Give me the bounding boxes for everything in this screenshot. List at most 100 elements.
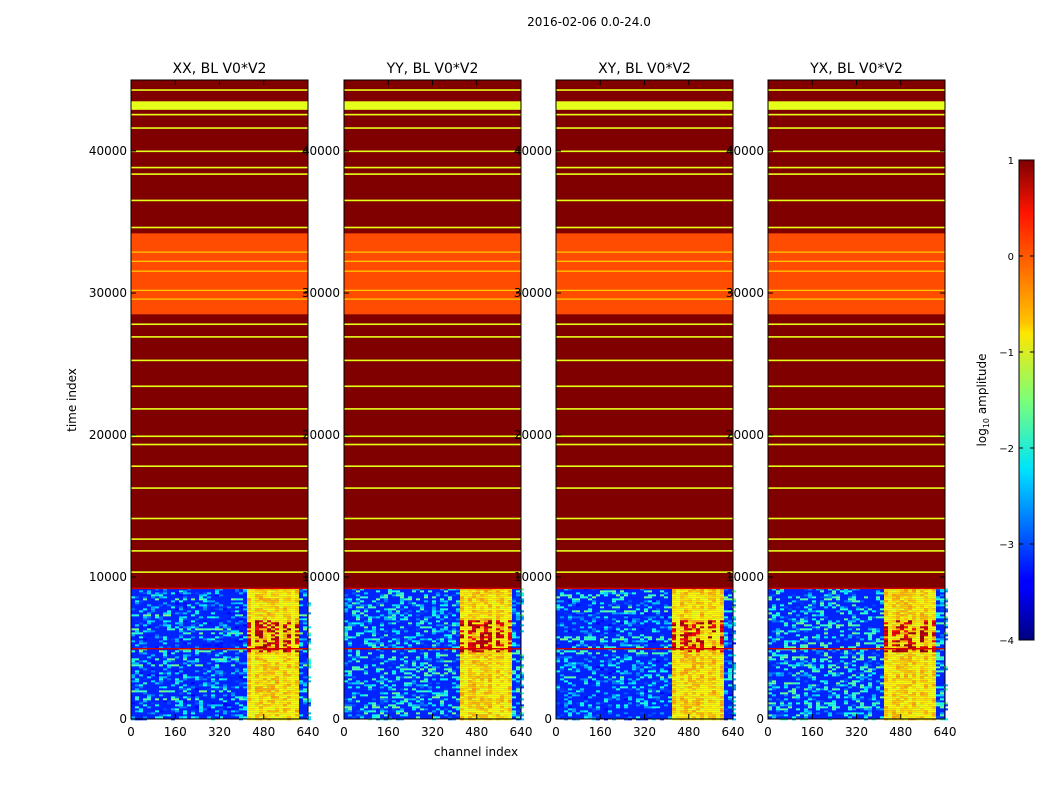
heatmap-cell — [392, 684, 396, 687]
heatmap-cell — [712, 692, 716, 695]
heatmap-cell — [656, 674, 660, 677]
heatmap-cell — [199, 664, 203, 667]
heatmap-cell — [476, 678, 480, 681]
heatmap-cell — [135, 706, 139, 709]
heatmap-cell — [684, 676, 688, 679]
heatmap-cell — [512, 630, 516, 633]
heatmap-cell — [712, 696, 716, 699]
heatmap-cell — [700, 664, 704, 667]
heatmap-cell — [724, 618, 728, 621]
heatmap-cell — [468, 672, 472, 675]
heatmap-cell — [151, 638, 155, 641]
heatmap-cell — [472, 608, 476, 611]
heatmap-cell — [247, 610, 251, 613]
heatmap-cell — [348, 626, 352, 629]
heatmap-cell — [388, 716, 392, 719]
heatmap-cell — [484, 688, 488, 691]
heatmap-cell — [171, 626, 175, 629]
heatmap-cell — [175, 638, 179, 641]
heatmap-cell — [496, 688, 500, 691]
heatmap-cell — [716, 654, 720, 657]
heatmap-cell — [424, 594, 428, 597]
heatmap-cell — [508, 652, 512, 655]
heatmap-cell — [488, 710, 492, 713]
heatmap-cell — [247, 706, 251, 709]
heatmap-cell — [688, 622, 692, 625]
heatmap-cell — [516, 710, 520, 713]
heatmap-cell — [700, 694, 704, 697]
heatmap-cell — [380, 644, 384, 647]
heatmap-cell — [171, 696, 175, 699]
heatmap-cell — [520, 686, 524, 689]
heatmap-cell — [624, 594, 628, 597]
heatmap-cell — [716, 672, 720, 675]
heatmap-cell — [295, 702, 299, 705]
y-tick-label: 30000 — [302, 286, 340, 300]
heatmap-cell — [147, 696, 151, 699]
heatmap-cell — [684, 650, 688, 653]
heatmap-cell — [452, 640, 456, 643]
heatmap-cell — [644, 640, 648, 643]
heatmap-cell — [700, 686, 704, 689]
heatmap-cell — [612, 664, 616, 667]
heatmap-cell — [712, 606, 716, 609]
heatmap-cell — [239, 676, 243, 679]
heatmap-cell — [255, 710, 259, 713]
heatmap-cell — [364, 608, 368, 611]
heatmap-cell — [263, 692, 267, 695]
heatmap-cell — [199, 700, 203, 703]
heatmap-cell — [223, 686, 227, 689]
heatmap-cell — [508, 662, 512, 665]
heatmap-cell — [500, 704, 504, 707]
heatmap-cell — [259, 590, 263, 593]
heatmap-cell — [163, 672, 167, 675]
heatmap-cell — [460, 654, 464, 657]
heatmap-cell — [464, 606, 468, 609]
heatmap-cell — [480, 632, 484, 635]
heatmap-cell — [303, 682, 307, 685]
heatmap-cell — [704, 628, 708, 631]
heatmap-cell — [672, 656, 676, 659]
heatmap-cell — [732, 672, 736, 675]
heatmap-cell — [520, 706, 524, 709]
heatmap-cell — [656, 600, 660, 603]
heatmap-cell — [496, 710, 500, 713]
heatmap-cell — [139, 672, 143, 675]
heatmap-cell — [488, 642, 492, 645]
heatmap-cell — [396, 594, 400, 597]
heatmap-cell — [480, 706, 484, 709]
heatmap-cell — [604, 632, 608, 635]
heatmap-cell — [728, 654, 732, 657]
heatmap-cell — [464, 642, 468, 645]
heatmap-cell — [460, 660, 464, 663]
heatmap-cell — [692, 610, 696, 613]
heatmap-cell — [488, 712, 492, 715]
heatmap-cell — [400, 708, 404, 711]
heatmap-cell — [287, 664, 291, 667]
heatmap-cell — [444, 688, 448, 691]
heatmap-cell — [496, 696, 500, 699]
heatmap-cell — [147, 630, 151, 633]
heatmap-cell — [235, 672, 239, 675]
heatmap-cell — [604, 654, 608, 657]
heatmap-cell — [131, 640, 135, 643]
heatmap-cell — [243, 676, 247, 679]
heatmap-cell — [392, 704, 396, 707]
heatmap-cell — [568, 694, 572, 697]
heatmap-cell — [720, 700, 724, 703]
heatmap-cell — [680, 674, 684, 677]
heatmap-cell — [263, 664, 267, 667]
heatmap-cell — [227, 620, 231, 623]
heatmap-cell — [376, 632, 380, 635]
heatmap-cell — [476, 588, 480, 591]
heatmap-cell — [428, 686, 432, 689]
heatmap-cell — [604, 636, 608, 639]
heatmap-cell — [448, 598, 452, 601]
heatmap-cell — [400, 614, 404, 617]
heatmap-cell — [287, 602, 291, 605]
heatmap-cell — [472, 672, 476, 675]
heatmap-cell — [588, 686, 592, 689]
heatmap-cell — [504, 590, 508, 593]
heatmap-cell — [492, 708, 496, 711]
heatmap-cell — [712, 652, 716, 655]
